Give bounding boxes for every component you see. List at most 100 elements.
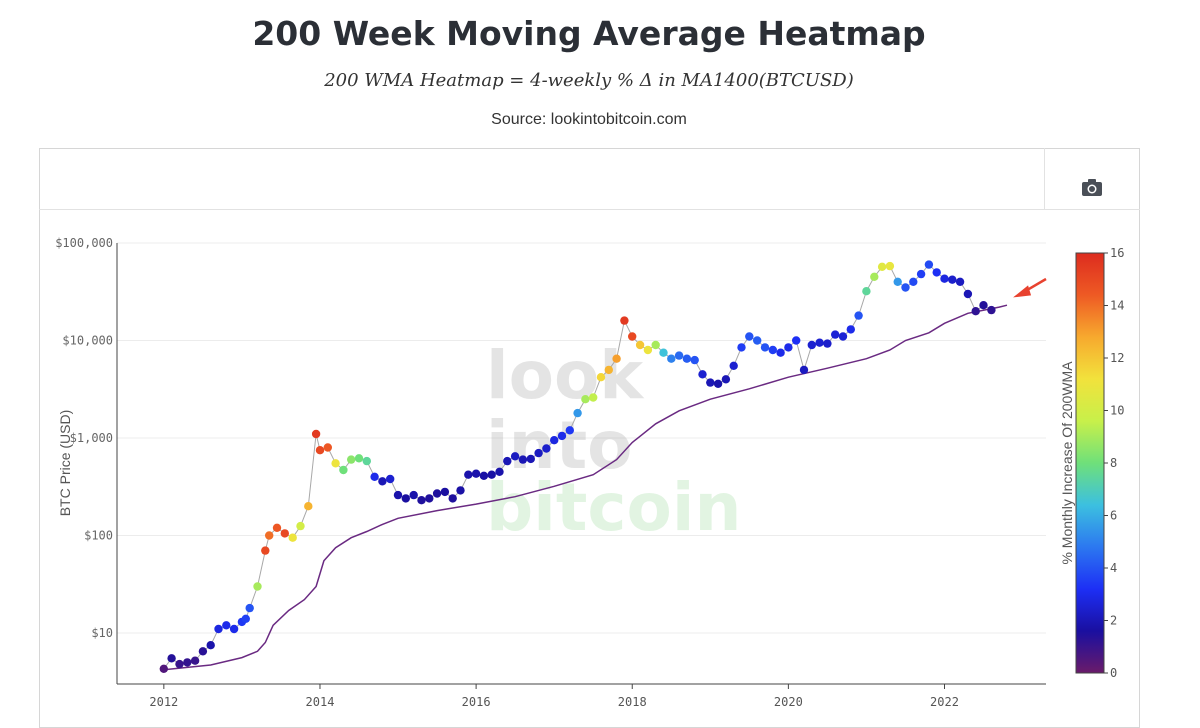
price-point — [503, 456, 512, 466]
price-point — [206, 641, 215, 650]
wma-series-line — [163, 304, 1008, 671]
colorbar-title: % Monthly Increase Of 200WMA — [1059, 361, 1075, 565]
price-point — [183, 658, 192, 667]
colorbar-tick-label: 16 — [1110, 246, 1124, 260]
price-point — [401, 494, 410, 503]
x-tick-label: 2012 — [149, 695, 178, 709]
price-point — [635, 340, 645, 350]
watermark: look into bitcoin — [486, 337, 742, 546]
price-point — [799, 365, 809, 375]
y-axis-label: BTC Price (USD) — [57, 410, 73, 517]
price-point — [542, 444, 551, 453]
price-point — [815, 338, 824, 347]
price-point — [417, 496, 426, 505]
chart-source: Source: lookintobitcoin.com — [491, 111, 687, 128]
price-point — [526, 454, 535, 464]
toolbar-divider — [39, 209, 1140, 210]
price-point — [760, 343, 770, 352]
price-point — [776, 348, 785, 357]
price-point — [877, 262, 887, 271]
annotation-arrow — [1013, 277, 1047, 298]
price-point — [870, 272, 879, 281]
price-point — [651, 340, 660, 350]
x-tick-label: 2014 — [306, 695, 335, 709]
price-point — [565, 426, 574, 435]
price-point — [963, 289, 973, 299]
price-point — [362, 456, 371, 466]
price-point — [378, 477, 387, 486]
price-point — [167, 654, 176, 663]
price-point — [604, 365, 613, 375]
colorbar-tick-label: 2 — [1110, 614, 1117, 628]
price-point — [315, 446, 325, 455]
price-point — [432, 489, 442, 498]
x-tick-label: 2022 — [930, 695, 959, 709]
price-point — [948, 275, 957, 284]
price-point — [628, 332, 637, 341]
price-point — [347, 455, 356, 464]
price-point — [229, 624, 239, 634]
price-point — [495, 467, 504, 476]
camera-icon[interactable] — [1082, 179, 1102, 196]
watermark-look: look — [486, 337, 645, 414]
price-point — [940, 274, 949, 283]
colorbar-tick-label: 10 — [1110, 404, 1124, 418]
price-point — [971, 307, 980, 316]
price-point — [674, 351, 684, 360]
toolbar-separator — [1044, 148, 1045, 210]
price-point — [354, 454, 364, 463]
price-point — [323, 443, 332, 452]
price-point — [304, 502, 313, 511]
price-point — [456, 486, 465, 495]
price-point — [667, 354, 676, 363]
chart-formula: 200 WMA Heatmap = 4-weekly % Δ in MA1400… — [324, 70, 854, 91]
price-point — [296, 521, 305, 531]
colorbar: 0 2 4 6 8 10 12 14 16 — [1075, 246, 1124, 680]
price-point — [425, 494, 434, 503]
watermark-into: into — [486, 407, 633, 484]
price-point — [518, 455, 528, 464]
colorbar-tick-label: 8 — [1110, 456, 1117, 470]
y-tick-label: $100,000 — [55, 236, 113, 250]
price-point — [471, 469, 481, 478]
price-point — [464, 470, 473, 479]
price-point — [831, 330, 840, 339]
price-point — [737, 343, 746, 352]
x-tick-label: 2016 — [462, 695, 491, 709]
price-point — [885, 261, 895, 271]
price-point — [272, 523, 282, 532]
price-point — [280, 529, 289, 538]
price-point — [753, 336, 762, 345]
y-tick-label: $10 — [91, 626, 113, 640]
x-tick-label: 2020 — [774, 695, 803, 709]
price-point — [190, 656, 200, 665]
price-point — [901, 283, 910, 292]
price-point — [265, 531, 274, 540]
axes: $10 $100 $1,000 $10,000 $100,000 2012 2014 2016… — [55, 236, 1046, 709]
watermark-bitcoin: bitcoin — [486, 469, 742, 546]
price-point — [573, 408, 582, 418]
price-point — [331, 459, 340, 468]
price-point — [955, 277, 965, 286]
y-tick-label: $1,000 — [70, 431, 113, 445]
arrow-head — [1013, 285, 1032, 298]
price-point — [581, 395, 590, 404]
price-point — [924, 260, 934, 269]
price-point — [253, 582, 262, 591]
price-point — [979, 301, 988, 310]
price-point — [690, 355, 699, 365]
price-point — [729, 361, 738, 370]
price-point — [987, 305, 996, 315]
colorbar-tick-label: 4 — [1110, 561, 1117, 575]
price-point — [550, 436, 559, 445]
price-point — [311, 429, 321, 439]
price-point — [479, 471, 489, 480]
price-point — [846, 325, 855, 334]
price-point — [784, 343, 793, 352]
price-point — [713, 379, 723, 388]
price-point — [245, 603, 254, 613]
page-title: 200 Week Moving Average Heatmap — [252, 14, 926, 53]
price-points — [159, 260, 996, 673]
price-point — [409, 490, 418, 500]
